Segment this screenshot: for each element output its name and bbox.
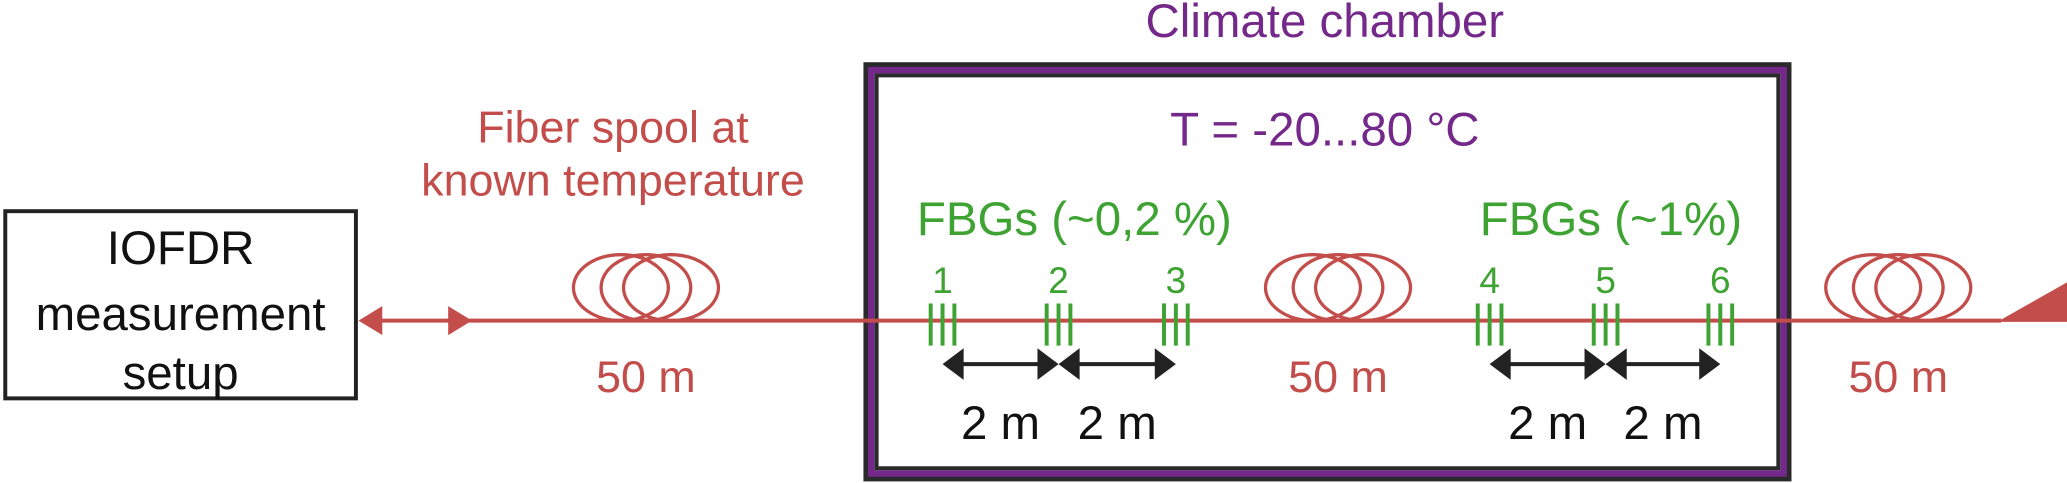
chamber-title: Climate chamber <box>1146 0 1505 48</box>
fbg-group-1-label: FBGs (~0,2 %) <box>917 193 1232 246</box>
spacing-label: 2 m <box>961 397 1040 450</box>
fbg-4: 4 <box>1475 260 1504 346</box>
reference-spool-label-line1: Fiber spool at <box>477 103 749 153</box>
chamber-temperature: T = -20...80 °C <box>1170 103 1479 156</box>
device-label-line2: measurement <box>36 288 326 341</box>
spacing-arrow <box>942 348 1059 380</box>
fbg-2: 2 <box>1044 260 1073 346</box>
reference-spool-icon <box>571 253 721 323</box>
iofdr-device-box: IOFDR measurement setup <box>3 209 358 401</box>
fbg-3: 3 <box>1162 260 1190 346</box>
fbg-number: 5 <box>1595 260 1616 301</box>
spacing-arrow <box>1605 348 1721 380</box>
fbg-5: 5 <box>1591 260 1620 346</box>
device-label-line3: setup <box>123 347 239 400</box>
fbg-1: 1 <box>928 260 957 346</box>
middle-spool-length: 50 m <box>1288 352 1388 402</box>
fbg-6: 6 <box>1706 260 1735 346</box>
spacing-arrow <box>1058 348 1176 380</box>
spacing-arrow <box>1489 348 1606 380</box>
device-label-line1: IOFDR <box>107 222 255 275</box>
fbg-group-2-label: FBGs (~1%) <box>1480 193 1742 246</box>
fiber-end-termination <box>1997 282 2067 322</box>
fbg-number: 3 <box>1166 260 1187 301</box>
middle-spool-icon <box>1263 253 1413 323</box>
fbg-number: 1 <box>932 260 953 301</box>
fbg-number: 2 <box>1048 260 1069 301</box>
reference-spool-label-line2: known temperature <box>421 155 805 205</box>
end-spool-icon <box>1824 253 1973 323</box>
spacing-label: 2 m <box>1078 397 1157 450</box>
spacing-label: 2 m <box>1508 397 1587 450</box>
fbg-number: 6 <box>1710 260 1731 301</box>
spacing-label: 2 m <box>1623 397 1702 450</box>
bidirectional-arrow <box>358 306 472 336</box>
reference-spool-length: 50 m <box>596 352 696 402</box>
climate-chamber: Climate chamber T = -20...80 °C <box>863 0 1792 482</box>
end-spool-length: 50 m <box>1848 352 1948 402</box>
fbg-number: 4 <box>1479 260 1500 301</box>
